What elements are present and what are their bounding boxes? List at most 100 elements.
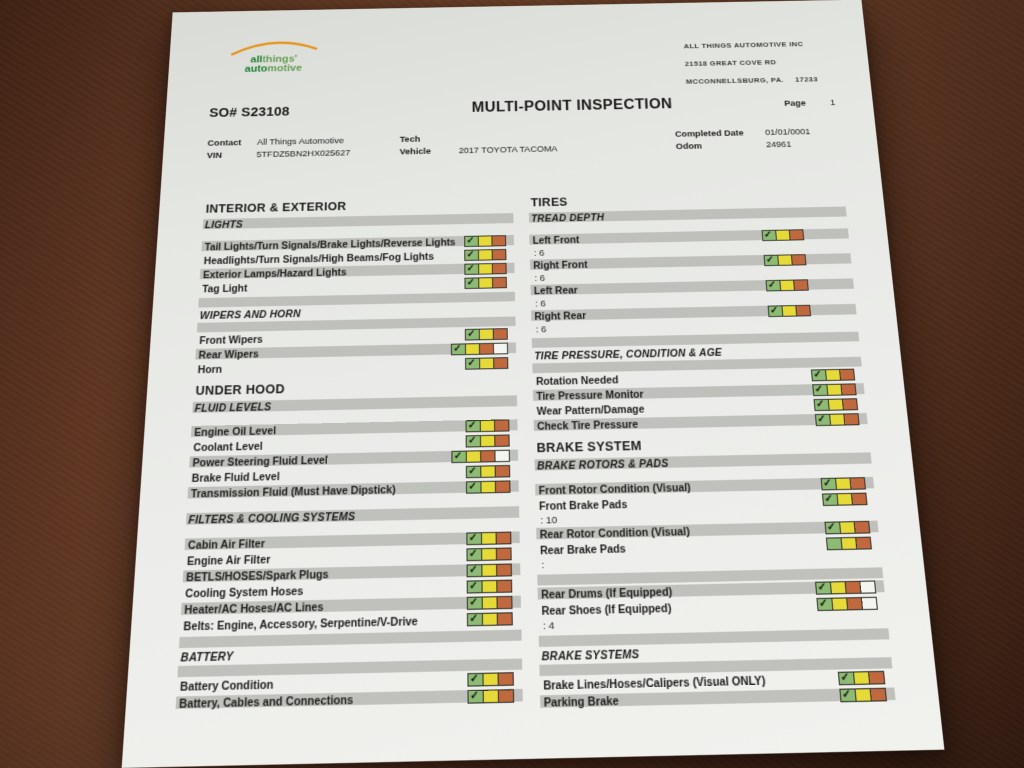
rating-orange-box: [843, 413, 860, 426]
rating-orange-box: [790, 254, 807, 266]
rating-orange-box: [491, 248, 507, 261]
rating-green-box: ✓: [464, 235, 479, 248]
check-icon: ✓: [814, 384, 824, 396]
allthings-automotive-logo: allthings' automotive: [225, 39, 323, 74]
item-label: Front Brake Pads: [538, 499, 628, 514]
rating-orange-box: [495, 547, 512, 561]
check-icon: ✓: [812, 369, 823, 381]
rating-yellow-box: [478, 263, 494, 275]
check-icon: ✓: [467, 357, 476, 369]
rating-green-box: ✓: [464, 263, 480, 275]
rating-boxes: ✓: [465, 357, 509, 370]
check-icon: ✓: [816, 413, 827, 426]
check-icon: ✓: [466, 235, 475, 247]
rating-orange-box: [838, 368, 856, 381]
vehicle-value: 2017 TOYOTA TACOMA: [458, 144, 558, 156]
rating-orange-box: [855, 536, 872, 550]
item-label: Battery, Cables and Connections: [178, 694, 354, 712]
rating-boxes: ✓: [466, 579, 513, 594]
rating-orange-box: [494, 434, 510, 447]
rating-yellow-box: [481, 612, 499, 627]
rating-yellow-box: [477, 235, 493, 247]
item-label: Rear Drums (If Equipped): [540, 586, 673, 602]
check-icon: ✓: [765, 254, 775, 266]
contact-value: All Things Automotive: [256, 136, 344, 148]
page-label: Page: [783, 98, 807, 109]
company-address-block: ALL THINGS AUTOMOTIVE INC 21518 GREAT CO…: [683, 35, 819, 91]
item-label: Left Rear: [533, 285, 578, 298]
odom-value: 24961: [765, 139, 792, 150]
tech-value: [459, 130, 676, 144]
rating-boxes: ✓: [464, 276, 508, 289]
rating-orange-box: [788, 229, 805, 241]
rating-boxes: ✓: [465, 419, 510, 433]
rating-boxes: ✓: [837, 670, 886, 686]
subsection-header-label: TREAD DEPTH: [530, 213, 605, 225]
rating-green-box: ✓: [464, 328, 481, 341]
rating-green-box: ✓: [464, 249, 480, 261]
page-number: 1: [829, 98, 836, 108]
vin-label: VIN: [206, 150, 223, 161]
rating-orange-box: [492, 276, 508, 289]
rating-orange-box: [497, 689, 515, 704]
check-icon: ✓: [469, 689, 479, 703]
rating-green-box: ✓: [451, 343, 467, 356]
rating-orange-box: [840, 383, 857, 396]
page-indicator: Page 1: [741, 98, 836, 109]
rating-orange-box: [497, 672, 515, 687]
rating-boxes: ✓: [839, 687, 888, 703]
vehicle-label: Vehicle: [399, 146, 431, 158]
rating-green-box: ✓: [466, 532, 483, 546]
rating-boxes: ✓: [467, 612, 513, 627]
rating-white-box: [859, 580, 877, 594]
check-icon: ✓: [468, 481, 477, 493]
check-icon: ✓: [453, 343, 462, 355]
check-icon: ✓: [763, 229, 773, 241]
rating-boxes: ✓: [464, 248, 507, 261]
rating-orange-box: [853, 520, 871, 534]
check-icon: ✓: [469, 672, 479, 686]
rating-green-box: ✓: [466, 580, 483, 594]
check-icon: ✓: [467, 420, 477, 432]
inspection-sheet: allthings' automotive ALL THINGS AUTOMOT…: [121, 0, 945, 768]
rating-boxes: ✓: [810, 368, 856, 382]
vin-value: 5TFDZ5BN2HX025627: [256, 148, 351, 160]
rating-boxes: ✓: [812, 383, 857, 397]
check-icon: ✓: [822, 477, 833, 490]
inspection-columns: INTERIOR & EXTERIOR LIGHTS Tail Lights/Tur…: [175, 184, 896, 720]
item-label: Battery Condition: [179, 679, 274, 695]
rating-yellow-box: [478, 249, 493, 261]
check-icon: ✓: [468, 465, 477, 478]
vehicle-info-grid: Contact All Things Automotive Tech Compl…: [207, 127, 840, 161]
check-icon: ✓: [823, 493, 834, 505]
rating-white-box: [493, 342, 509, 355]
company-city: MCCONNELLSBURG, PA. 17233: [685, 75, 819, 86]
rating-orange-box: [795, 304, 812, 317]
rating-orange-box: [869, 687, 888, 702]
check-icon: ✓: [469, 612, 479, 626]
tech-label: Tech: [399, 134, 421, 145]
check-icon: ✓: [826, 521, 837, 534]
check-icon: ✓: [839, 671, 851, 685]
rating-yellow-box: [465, 450, 482, 463]
rating-yellow-box: [482, 689, 500, 704]
item-label: Cabin Air Filter: [187, 538, 266, 553]
rating-green-box: ✓: [465, 435, 482, 448]
company-name: ALL THINGS AUTOMOTIVE INC: [683, 40, 804, 51]
rating-orange-box: [494, 419, 510, 432]
rating-boxes: ✓: [466, 531, 512, 546]
rating-yellow-box: [481, 531, 497, 545]
rating-boxes: ✓: [821, 492, 868, 507]
rating-boxes: ✓: [451, 449, 511, 464]
odom-label: Odom: [675, 141, 703, 152]
rating-orange-box: [496, 563, 513, 577]
check-icon: ✓: [767, 279, 777, 291]
section-header: UNDER HOOD: [195, 382, 286, 398]
item-label: Cooling System Hoses: [184, 586, 304, 601]
check-icon: ✓: [466, 277, 475, 289]
item-label: Check Tire Pressure: [536, 419, 639, 433]
item-label: Rear Brake Pads: [539, 543, 626, 558]
subsection-header-label: BRAKE SYSTEMS: [541, 649, 640, 664]
subsection-header-label: LIGHTS: [204, 220, 243, 231]
check-icon: ✓: [468, 564, 478, 577]
